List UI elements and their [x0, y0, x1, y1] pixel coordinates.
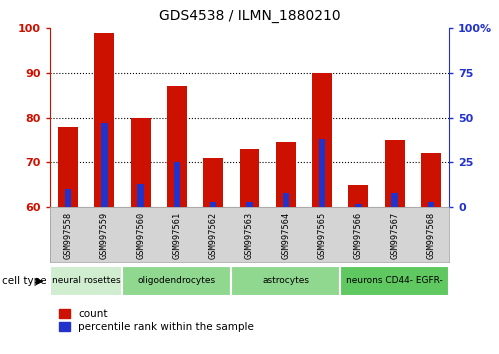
- Bar: [276, 142, 296, 207]
- Text: GSM997559: GSM997559: [100, 211, 109, 259]
- Legend: count, percentile rank within the sample: count, percentile rank within the sample: [55, 305, 258, 336]
- Text: neurons CD44- EGFR-: neurons CD44- EGFR-: [346, 276, 443, 285]
- Bar: [421, 154, 441, 207]
- Bar: [312, 73, 332, 207]
- Text: GSM997561: GSM997561: [173, 211, 182, 259]
- Bar: [94, 33, 114, 207]
- Bar: [282, 193, 289, 207]
- Bar: [167, 86, 187, 207]
- Bar: [65, 189, 71, 207]
- Text: GSM997564: GSM997564: [281, 211, 290, 259]
- Bar: [246, 202, 253, 207]
- Bar: [101, 123, 108, 207]
- Text: GSM997563: GSM997563: [245, 211, 254, 259]
- Bar: [240, 149, 259, 207]
- Bar: [131, 118, 151, 207]
- Bar: [50, 266, 122, 296]
- Text: GSM997567: GSM997567: [390, 211, 399, 259]
- Text: GSM997560: GSM997560: [136, 211, 145, 259]
- Text: cell type: cell type: [2, 275, 47, 286]
- Bar: [385, 140, 405, 207]
- Text: astrocytes: astrocytes: [262, 276, 309, 285]
- Bar: [355, 204, 362, 207]
- Text: ▶: ▶: [36, 275, 43, 286]
- Bar: [348, 185, 368, 207]
- Bar: [58, 127, 78, 207]
- Text: neural rosettes: neural rosettes: [52, 276, 120, 285]
- Text: GSM997565: GSM997565: [317, 211, 326, 259]
- Text: GSM997562: GSM997562: [209, 211, 218, 259]
- Bar: [210, 202, 217, 207]
- Bar: [203, 158, 223, 207]
- Text: GSM997566: GSM997566: [354, 211, 363, 259]
- Text: GDS4538 / ILMN_1880210: GDS4538 / ILMN_1880210: [159, 9, 340, 23]
- Text: GSM997568: GSM997568: [427, 211, 436, 259]
- Bar: [428, 202, 434, 207]
- Bar: [174, 162, 180, 207]
- Bar: [340, 266, 449, 296]
- Bar: [137, 184, 144, 207]
- Bar: [232, 266, 340, 296]
- Bar: [319, 139, 325, 207]
- Text: oligodendrocytes: oligodendrocytes: [138, 276, 216, 285]
- Text: GSM997558: GSM997558: [63, 211, 72, 259]
- Bar: [122, 266, 232, 296]
- Bar: [391, 193, 398, 207]
